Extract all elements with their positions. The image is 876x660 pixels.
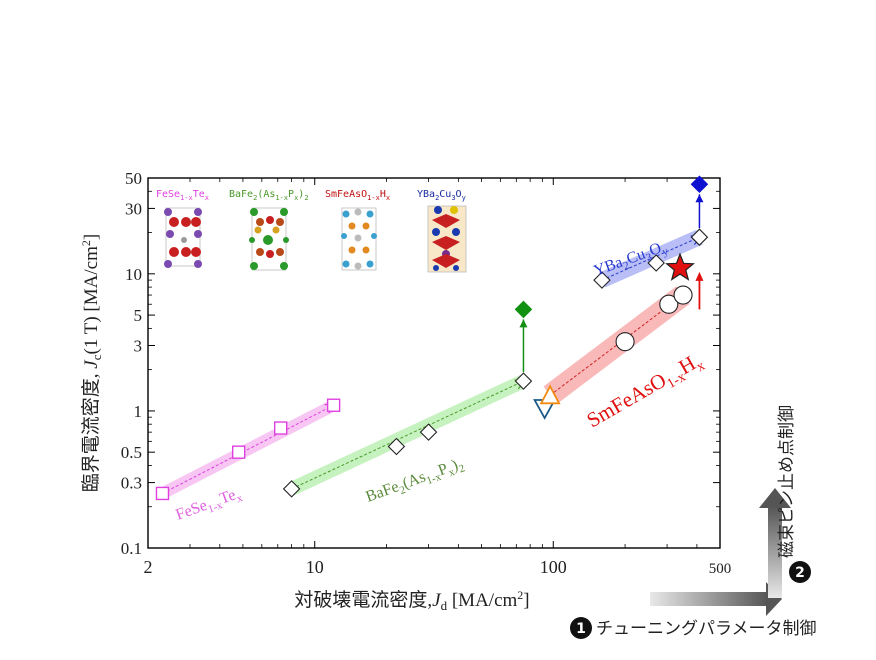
data-point-diamond (419, 423, 438, 441)
x-tick-label: 10 (306, 557, 324, 577)
y-tick-label: 0.5 (121, 443, 142, 462)
SmFeAsO-crystal-icon (341, 207, 377, 271)
tuning-label: 1 チューニングパラメータ制御 (570, 617, 817, 639)
data-point-square (155, 486, 170, 501)
tuning-arrow (650, 582, 782, 616)
x-tick-label: 100 (540, 557, 567, 577)
data-point-diamond (690, 175, 709, 194)
y-axis-label: 臨界電流密度, Jc(1 T) [MA/cm2] (79, 234, 104, 492)
legend-label-ybco: YBa2Cu3Oy (417, 189, 466, 202)
data-point-diamond (282, 480, 301, 498)
x-tick-label: 500 (709, 561, 732, 577)
y-tick-label: 0.1 (121, 539, 142, 558)
y-tick-label: 50 (125, 169, 142, 188)
legend-label-smfeaso: SmFeAsO1-xHx (325, 189, 390, 202)
FeSe-crystal-icon (164, 207, 202, 268)
plot-frame (147, 177, 721, 549)
y-tick-label: 5 (134, 306, 143, 325)
improvement-arrowhead (519, 319, 528, 328)
x-axis-label: 対破壊電流密度,Jd [MA/cm2] (294, 588, 529, 613)
y-tick-label: 30 (125, 199, 142, 218)
data-point-circle (615, 332, 635, 352)
data-point-circle (659, 294, 679, 314)
trend-arrow (291, 381, 524, 490)
data-point-star (665, 252, 695, 281)
legend-icons (164, 205, 467, 273)
data-point-triangle-up (539, 384, 561, 405)
svg-text:磁束ピン止め点制御: 磁束ピン止め点制御 (777, 405, 797, 558)
data-point-square (231, 445, 246, 459)
YBCO-crystal-icon (427, 205, 467, 273)
data-point-diamond (514, 372, 533, 390)
improvement-arrowhead (695, 194, 704, 203)
svg-text:チューニングパラメータ制御: チューニングパラメータ制御 (596, 619, 817, 639)
data-point-diamond (690, 228, 709, 246)
data-point-diamond (387, 437, 406, 456)
legend-label-fese: FeSe1-xTex (156, 189, 209, 202)
series-label-fese: FeSe1-xTex (174, 484, 245, 526)
data-point-diamond (593, 271, 611, 289)
y-tick-label: 10 (125, 265, 142, 284)
data-point-diamond (647, 254, 665, 272)
series-label-bafe: BaFe2(As1-xPx)2 (364, 455, 467, 509)
star-arrowhead (695, 271, 704, 281)
data-point-diamond (514, 300, 533, 319)
axis-ticks: 2 10 100 500 0.1 0.3 0.5 1 3 5 10 30 50 (121, 169, 732, 577)
trend-arrows (162, 237, 699, 494)
y-tick-label: 0.3 (121, 474, 142, 493)
y-tick-label: 3 (134, 337, 143, 356)
pinning-label: 2 磁束ピン止め点制御 (777, 405, 811, 583)
y-tick-label: 1 (134, 402, 143, 421)
data-points (155, 175, 709, 501)
legend-label-bafe: BaFe2(As1-xPx)2 (229, 189, 309, 202)
trend-arrow (549, 295, 683, 396)
data-point-square (326, 398, 341, 412)
trend-arrow (601, 237, 699, 281)
data-point-circle (673, 285, 693, 305)
BaFe2As2-crystal-icon (249, 207, 289, 271)
x-tick-label: 2 (144, 557, 153, 577)
svg-text:1: 1 (576, 621, 586, 637)
pinning-arrow (759, 488, 791, 598)
legend: FeSe1-xTex BaFe2(As1-xPx)2 SmFeAsO1-xHx … (156, 189, 466, 202)
trend-arrow (162, 405, 333, 494)
data-point-square (273, 421, 288, 435)
svg-text:2: 2 (795, 565, 805, 581)
